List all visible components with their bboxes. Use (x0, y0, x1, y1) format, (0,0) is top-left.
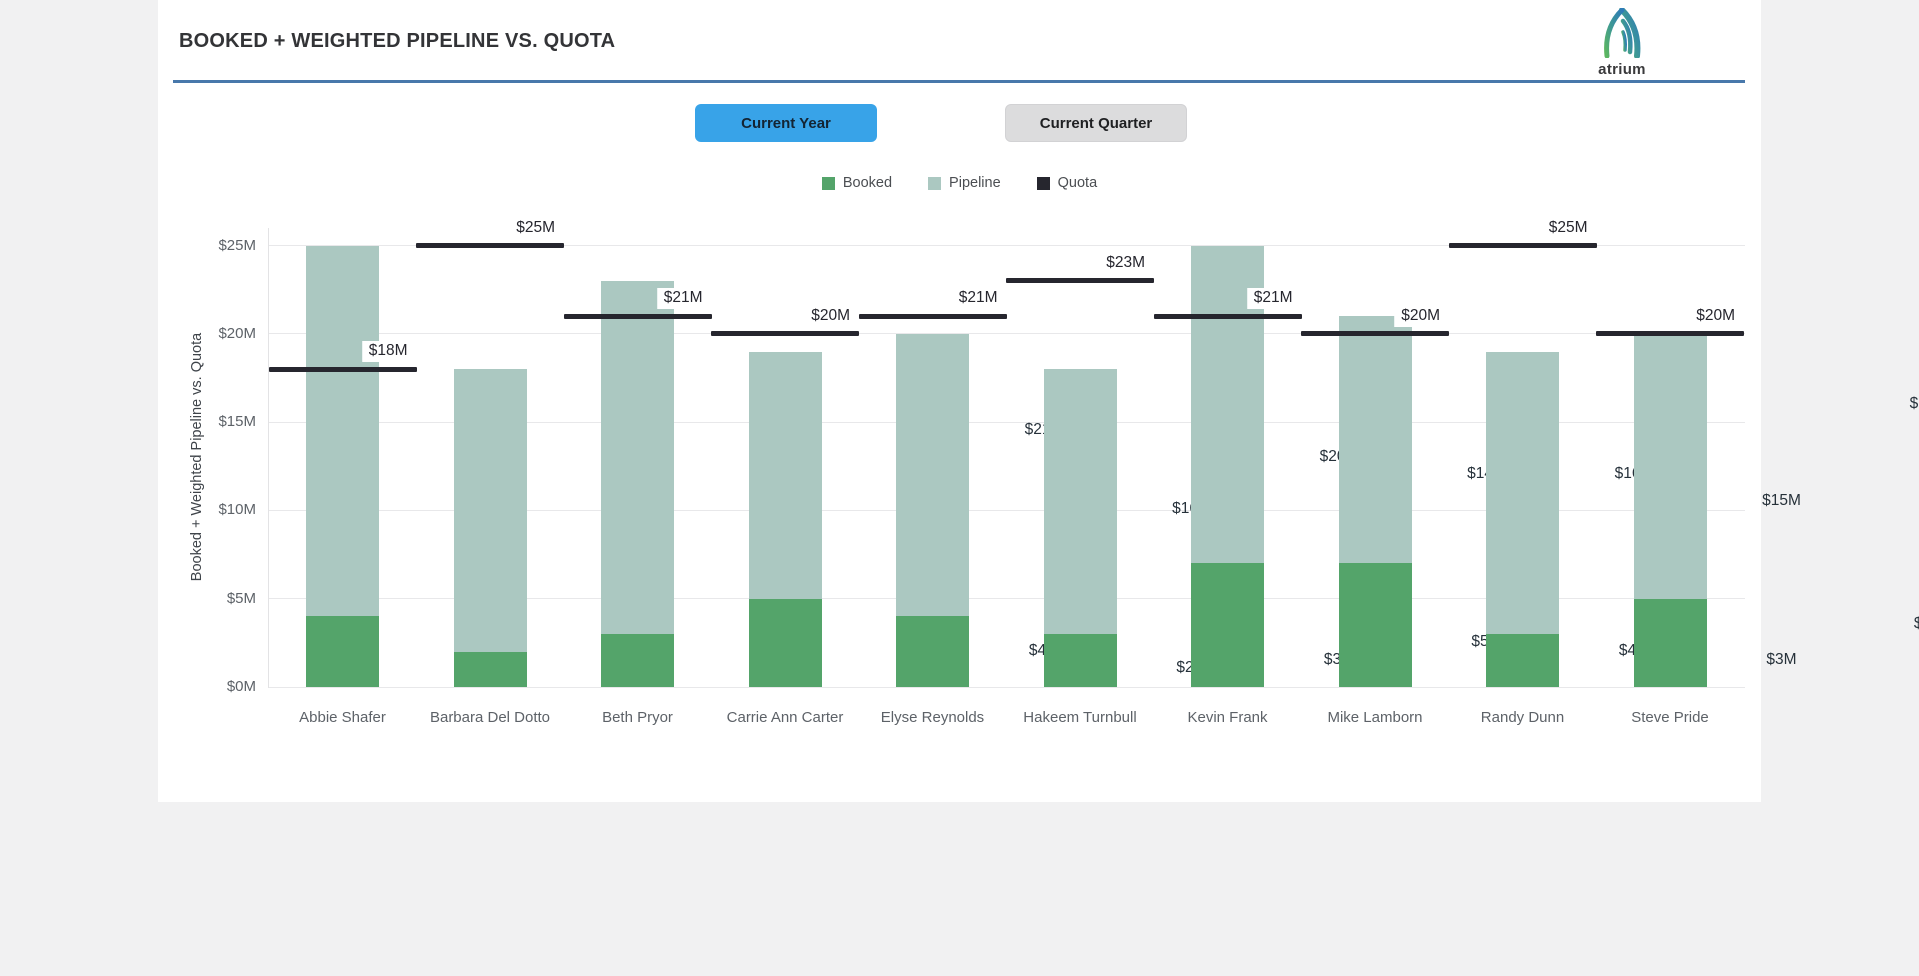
quota-value-label: $25M (1541, 217, 1595, 239)
category-label: Beth Pryor (602, 709, 673, 726)
chart-legend: Booked Pipeline Quota (158, 170, 1761, 196)
booked-bar-segment[interactable] (601, 634, 674, 687)
quota-line[interactable] (1596, 331, 1744, 337)
legend-item-booked: Booked (821, 175, 893, 191)
booked-value-label: $3M (1766, 650, 1797, 668)
quota-value-label: $20M (804, 305, 857, 327)
legend-item-quota: Quota (1036, 175, 1098, 191)
pipeline-bar-segment[interactable] (1633, 333, 1707, 599)
quota-value-label: $20M (1689, 305, 1742, 327)
booked-value-label: $7M (1339, 615, 1919, 633)
y-axis-title: Booked + Weighted Pipeline vs. Quota (189, 332, 205, 582)
category-label: Randy Dunn (1480, 709, 1565, 726)
quota-value-label: $25M (509, 217, 562, 239)
y-tick-label: $0M (226, 678, 256, 695)
category-label: Elyse Reynolds (880, 709, 985, 726)
pipeline-bar-segment[interactable] (306, 245, 379, 617)
y-tick-label: $10M (218, 501, 256, 519)
gridline (269, 509, 1745, 511)
current-quarter-button[interactable]: Current Quarter (1005, 104, 1187, 142)
quota-value-label: $20M (1394, 305, 1447, 327)
booked-bar-segment[interactable] (1043, 634, 1117, 687)
quota-value-label: $23M (1099, 252, 1152, 274)
gridline (269, 598, 1745, 600)
category-label: Mike Lamborn (1327, 709, 1423, 726)
legend-item-pipeline: Pipeline (928, 175, 1001, 191)
legend-label-booked: Booked (842, 175, 893, 191)
quota-line[interactable] (858, 313, 1007, 319)
page-title: BOOKED + WEIGHTED PIPELINE VS. QUOTA (179, 30, 616, 52)
category-label: Hakeem Turnbull (1023, 709, 1137, 726)
pipeline-bar-segment[interactable] (896, 333, 969, 617)
category-label: Steve Pride (1631, 709, 1709, 726)
quota-value-label: $21M (951, 288, 1005, 310)
legend-label-quota: Quota (1057, 175, 1098, 191)
atrium-logo: atrium (1586, 7, 1658, 78)
pipeline-value-label: $15M (1634, 456, 1919, 474)
quota-value-label: $18M (361, 341, 415, 363)
pipeline-bar-segment[interactable] (1486, 351, 1559, 635)
pipeline-value-label: $18M (1909, 394, 1919, 412)
pipeline-value-label: $15M (1762, 491, 1801, 509)
booked-value-label: $5M (1634, 633, 1919, 651)
gridline (269, 245, 1745, 247)
booked-swatch-icon (821, 176, 835, 190)
booked-bar-segment[interactable] (306, 616, 379, 687)
atrium-logo-text: atrium (1598, 61, 1646, 78)
booked-bar-segment[interactable] (453, 651, 527, 687)
y-tick-label: $25M (218, 236, 256, 254)
category-label: Carrie Ann Carter (726, 709, 844, 726)
quota-value-label: $21M (656, 288, 710, 310)
booked-bar-segment[interactable] (896, 616, 969, 687)
atrium-logo-icon (1599, 7, 1645, 62)
quota-line[interactable] (1153, 313, 1302, 319)
quota-line[interactable] (1448, 243, 1597, 249)
booked-value-label: $7M (1913, 615, 1919, 633)
pipeline-bar-segment[interactable] (1338, 316, 1412, 564)
gridline (269, 686, 1745, 688)
header-divider (173, 80, 1745, 83)
quota-line[interactable] (1301, 331, 1449, 337)
category-label: Abbie Shafer (299, 709, 386, 726)
y-tick-label: $15M (218, 413, 256, 431)
category-label: Kevin Frank (1187, 709, 1268, 726)
pipeline-swatch-icon (928, 176, 942, 190)
booked-bar-segment[interactable] (1633, 598, 1707, 687)
quota-line[interactable] (563, 313, 712, 319)
booked-bar-segment[interactable] (1338, 563, 1412, 687)
quota-value-label: $21M (1246, 288, 1300, 310)
y-tick-label: $20M (218, 324, 256, 342)
category-label: Barbara Del Dotto (429, 709, 551, 726)
y-axis-line (268, 228, 269, 688)
booked-bar-segment[interactable] (748, 598, 822, 687)
booked-bar-segment[interactable] (1486, 634, 1559, 687)
gridline (269, 333, 1745, 335)
y-tick-label: $5M (226, 589, 256, 607)
pipeline-bar-segment[interactable] (748, 351, 822, 599)
quota-swatch-icon (1036, 176, 1050, 190)
current-year-button[interactable]: Current Year (695, 104, 877, 142)
pipeline-bar-segment[interactable] (453, 369, 527, 652)
quota-line[interactable] (711, 331, 859, 337)
pipeline-bar-segment[interactable] (601, 280, 674, 635)
quota-line[interactable] (416, 243, 564, 249)
quota-line[interactable] (1006, 278, 1154, 284)
pipeline-value-label: $14M (1339, 430, 1919, 448)
booked-bar-segment[interactable] (1191, 563, 1264, 687)
pipeline-bar-segment[interactable] (1043, 369, 1117, 635)
quota-line[interactable] (268, 366, 417, 372)
gridline (269, 421, 1745, 423)
legend-label-pipeline: Pipeline (949, 175, 1001, 191)
